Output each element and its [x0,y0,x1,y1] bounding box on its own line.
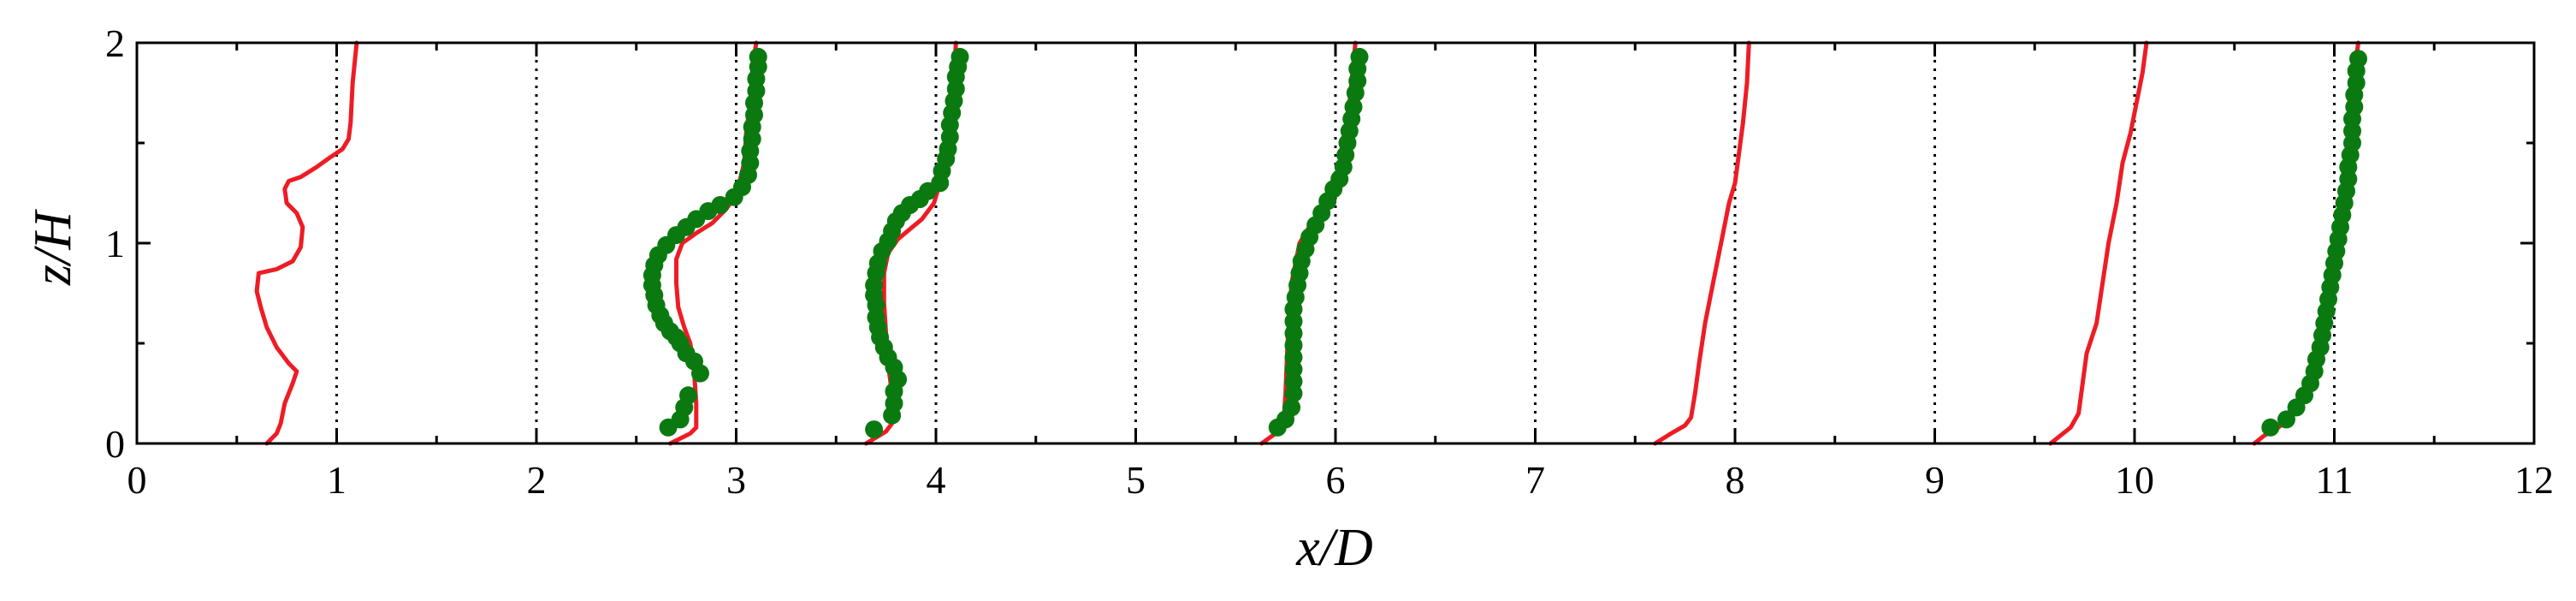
x-tick-label: 12 [2514,458,2554,502]
data-point [2277,410,2295,429]
x-tick-label: 5 [1126,458,1146,502]
x-tick-label: 7 [1525,458,1545,502]
data-point [2349,50,2367,68]
data-point [1282,398,1301,417]
data-point [711,196,730,214]
data-point [1350,47,1369,66]
series-line-8 [2048,40,2149,446]
series-layer [254,40,2367,446]
data-point [950,47,969,66]
series-markers-6 [1268,47,1369,437]
x-tick-label: 10 [2115,458,2154,502]
x-tick-label: 8 [1726,458,1745,502]
data-point [1344,98,1363,116]
y-tick-label: 1 [105,222,125,265]
x-tick-label: 6 [1326,458,1346,502]
series-markers-4 [865,47,969,439]
series-markers-10 [2261,50,2367,437]
reference-lines [335,43,2336,443]
y-tick-label: 0 [105,422,125,466]
series-line-7 [1653,40,1751,446]
data-point [865,420,884,439]
y-tick-label: 2 [105,21,125,65]
data-point [749,47,767,66]
series-markers-2 [643,47,767,437]
x-tick-label: 0 [127,458,147,502]
x-tick-label: 3 [726,458,746,502]
series-line-1 [667,40,759,446]
x-axis-title: x/D [1295,519,1373,577]
x-tick-label: 9 [1925,458,1945,502]
data-point [679,386,697,405]
y-axis-title: z/H [24,209,82,286]
data-point [2261,418,2280,437]
x-tick-label: 1 [327,458,346,502]
x-tick-label: 11 [2315,458,2353,502]
x-tick-label: 4 [927,458,946,502]
x-tick-label: 2 [527,458,547,502]
series-line-0 [254,40,359,446]
